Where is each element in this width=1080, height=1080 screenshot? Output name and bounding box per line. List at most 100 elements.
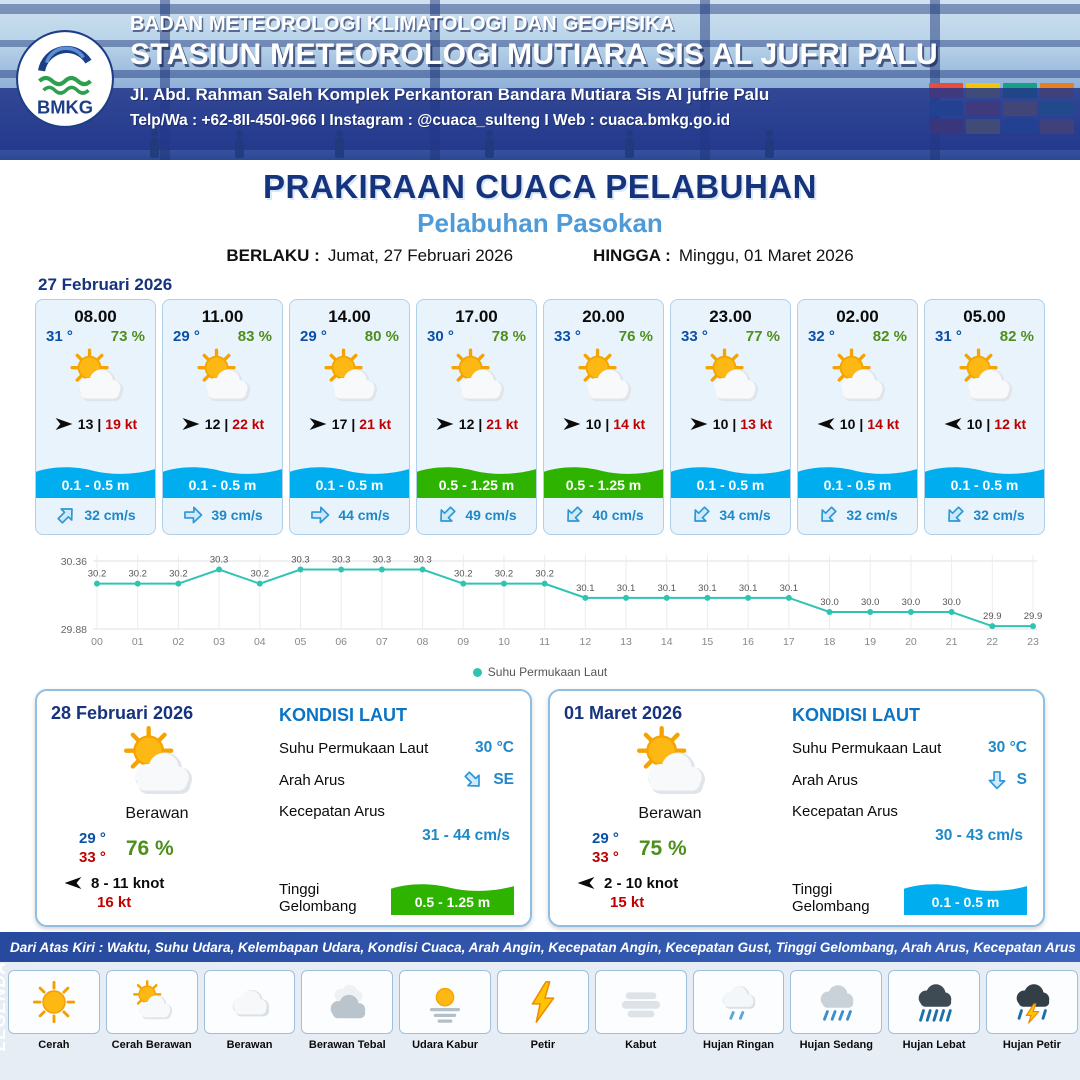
air-temperature: 29 ° [173, 328, 200, 345]
legend-item: Berawan [203, 970, 296, 1080]
svg-text:30.2: 30.2 [535, 569, 554, 580]
air-temperature: 32 ° [808, 328, 835, 345]
wind-speed: 17 [331, 416, 348, 432]
wind-gust: 22 kt [232, 416, 265, 432]
svg-text:30.2: 30.2 [495, 569, 514, 580]
sst-label: Suhu Permukaan Laut [792, 739, 942, 757]
wind-gust: 16 kt [97, 893, 132, 911]
hourly-forecast-card: 14.00 29 ° 80 % 17 | 21 kt 0.1 - 0.5 m 4… [289, 299, 410, 535]
current-row: 49 cm/s [417, 498, 536, 534]
crane-post [700, 0, 710, 160]
wave-height-band: 0.1 - 0.5 m [798, 464, 917, 498]
wind-direction-icon [943, 416, 963, 432]
wind-row: 12 | 21 kt [417, 411, 536, 437]
temp-humidity-row: 32 ° 82 % [798, 327, 917, 345]
wind-direction-icon [562, 416, 582, 432]
hourly-forecast-card: 20.00 33 ° 76 % 10 | 14 kt 0.5 - 1.25 m … [543, 299, 664, 535]
current-direction-icon [986, 769, 1008, 791]
weather-icon [544, 345, 663, 411]
svg-text:30.1: 30.1 [739, 583, 758, 594]
current-direction-icon [559, 499, 590, 530]
legend-label: Berawan [226, 1039, 273, 1051]
wind-speed: 13 [77, 416, 94, 432]
current-direction-value: S [1016, 771, 1027, 788]
legend-icon [301, 970, 394, 1034]
forecast-time: 23.00 [709, 307, 752, 326]
current-direction-icon [813, 499, 844, 530]
valid-from: BERLAKU : Jumat, 27 Februari 2026 [226, 246, 513, 266]
svg-text:30.3: 30.3 [291, 555, 310, 566]
wave-height-band: 0.1 - 0.5 m [163, 464, 282, 498]
valid-until-label: HINGGA : [593, 246, 671, 265]
humidity: 73 % [110, 328, 145, 345]
svg-text:30.0: 30.0 [902, 597, 921, 608]
forecast-time: 11.00 [201, 307, 244, 326]
crane-post [930, 0, 940, 160]
humidity: 77 % [745, 328, 780, 345]
separator: | [605, 416, 610, 432]
wave-height-badge: 0.1 - 0.5 m [904, 881, 1027, 915]
chart-legend: Suhu Permukaan Laut [35, 665, 1045, 679]
current-direction-row: Arah Arus S [792, 769, 1027, 791]
svg-text:03: 03 [213, 636, 225, 648]
validity-period: BERLAKU : Jumat, 27 Februari 2026 HINGGA… [0, 246, 1080, 266]
hourly-forecast-card: 17.00 30 ° 78 % 12 | 21 kt 0.5 - 1.25 m … [416, 299, 537, 535]
wind-speed: 2 - 10 knot [604, 874, 679, 892]
air-temperature: 29 ° [300, 328, 327, 345]
svg-text:30.3: 30.3 [413, 555, 432, 566]
svg-text:30.3: 30.3 [332, 555, 351, 566]
current-direction-value: SE [493, 771, 514, 788]
current-speed-label: Kecepatan Arus [792, 803, 898, 820]
forecast-time: 14.00 [328, 307, 371, 326]
svg-text:30.2: 30.2 [169, 569, 188, 580]
wind-direction-icon [689, 416, 709, 432]
wave-height-band: 0.1 - 0.5 m [36, 464, 155, 498]
station-contact: Telp/Wa : +62-8II-450I-966 I Instagram :… [130, 112, 731, 129]
svg-text:06: 06 [335, 636, 347, 648]
legend-label: Kabut [625, 1039, 657, 1051]
org-name: BADAN METEOROLOGI KLIMATOLOGI DAN GEOFIS… [130, 13, 675, 35]
humidity: 82 % [872, 328, 907, 345]
wind-row: 10 | 12 kt [925, 411, 1044, 437]
wave-height-row: Tinggi Gelombang 0.5 - 1.25 m [279, 881, 514, 915]
humidity: 83 % [237, 328, 272, 345]
svg-text:30.3: 30.3 [210, 555, 229, 566]
header-banner: BMKG BADAN METEOROLOGI KLIMATOLOGI DAN G… [0, 0, 1080, 160]
valid-from-label: BERLAKU : [226, 246, 320, 265]
wind-gust: 13 kt [740, 416, 773, 432]
svg-text:23: 23 [1027, 636, 1039, 648]
person-silhouette [335, 130, 344, 158]
wave-height-label: Tinggi Gelombang [792, 881, 870, 915]
legend-icon [496, 970, 589, 1034]
sea-conditions: KONDISI LAUT Suhu Permukaan Laut 30 °C A… [776, 703, 1029, 915]
temp-humidity-row: 33 ° 76 % [544, 327, 663, 345]
air-temperature: 30 ° [427, 328, 454, 345]
crane-beam [0, 70, 1080, 78]
sea-conditions-heading: KONDISI LAUT [792, 705, 920, 725]
current-row: 32 cm/s [36, 498, 155, 534]
temp-min: 29 ° [592, 830, 619, 847]
legend-main: Dari Atas Kiri : Waktu, Suhu Udara, Kele… [0, 932, 1080, 1080]
wind-row: 17 | 21 kt [290, 411, 409, 437]
legend-label: Hujan Ringan [703, 1039, 774, 1051]
legend-label: Cerah [38, 1039, 70, 1051]
temp-humidity-row: 29 ° 80 % [290, 327, 409, 345]
legend-item: Berawan Tebal [301, 970, 394, 1080]
wind-gust: 14 kt [613, 416, 646, 432]
hourly-forecast-card: 05.00 31 ° 82 % 10 | 12 kt 0.1 - 0.5 m 3… [924, 299, 1045, 535]
svg-text:13: 13 [620, 636, 632, 648]
header-text-band [0, 88, 1080, 150]
sst-row: Suhu Permukaan Laut 30 °C [792, 739, 1027, 757]
wind-gust: 15 kt [610, 893, 645, 911]
current-speed: 49 cm/s [465, 507, 517, 523]
current-direction-row: Arah Arus SE [279, 769, 514, 791]
bmkg-logo-text: BMKG [37, 97, 93, 118]
wind-speed: 8 - 11 knot [91, 874, 165, 892]
current-direction-icon [458, 764, 489, 795]
wind-speed: 12 [458, 416, 475, 432]
wind-speed: 12 [204, 416, 221, 432]
header-text: BADAN METEOROLOGI KLIMATOLOGI DAN GEOFIS… [130, 13, 1064, 130]
daily-forecast-card: 28 Februari 2026 Berawan 29 ° 33 ° 76 % … [35, 689, 532, 927]
current-speed: 44 cm/s [338, 507, 390, 523]
daily-forecast-row: 28 Februari 2026 Berawan 29 ° 33 ° 76 % … [0, 679, 1080, 927]
